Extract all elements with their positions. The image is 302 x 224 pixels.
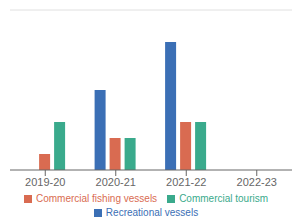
- svg-text:2020-21: 2020-21: [96, 176, 136, 188]
- svg-text:2019-20: 2019-20: [25, 176, 65, 188]
- html-text:Commercial tourism: Commercial tourism: [179, 193, 268, 204]
- svg-text:2021-22: 2021-22: [166, 176, 206, 188]
- svg-text:2022-23: 2022-23: [237, 176, 277, 188]
- html-text:Recreational vessels: Recreational vessels: [105, 207, 199, 218]
- html-text:Commercial fishing vessels: Commercial fishing vessels: [36, 193, 158, 204]
